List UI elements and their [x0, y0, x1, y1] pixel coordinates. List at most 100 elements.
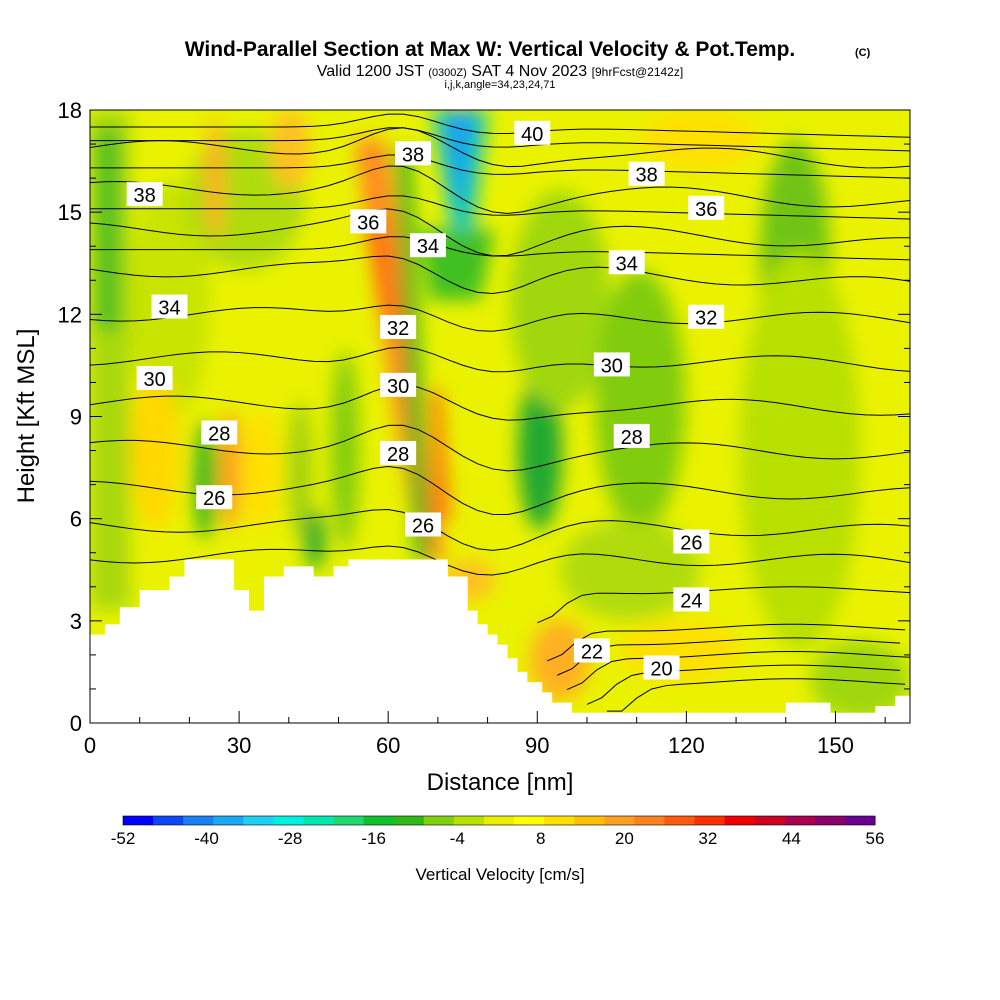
chart-title: Wind-Parallel Section at Max W: Vertical…	[185, 38, 796, 61]
contour-label-text: 24	[680, 590, 702, 612]
colorbar-swatch	[153, 816, 184, 825]
contour-label-text: 32	[695, 308, 717, 330]
contour-label: 38	[628, 161, 665, 187]
contour-label: 28	[201, 420, 238, 446]
theta-contour	[90, 195, 910, 220]
colorbar-tick-label: 44	[782, 829, 801, 848]
field-blob	[130, 370, 180, 530]
y-tick-label: 15	[58, 200, 82, 225]
contour-label: 30	[593, 352, 630, 377]
contour-label-box	[688, 195, 725, 220]
field-blob	[395, 150, 430, 560]
colorbar-swatch	[333, 816, 365, 825]
x-tick-label: 90	[525, 733, 549, 758]
contour-label-box	[673, 587, 710, 612]
colorbar-swatch	[754, 816, 786, 825]
title-mark: (C)	[855, 47, 871, 59]
contour-label-box	[380, 372, 417, 397]
x-tick-label: 150	[817, 733, 854, 758]
contour-label-box	[126, 182, 163, 207]
contour-label-text: 28	[208, 424, 230, 446]
contour-label-box	[196, 485, 233, 510]
theta-contour	[547, 623, 906, 662]
colorbar-tick-label: 8	[536, 829, 545, 848]
colorbar-swatch	[453, 816, 485, 825]
colorbar-tick-label: 20	[615, 829, 634, 848]
colorbar-swatch	[483, 816, 515, 825]
contour-label: 22	[573, 638, 610, 663]
colorbar-swatch	[634, 816, 665, 825]
field-blob	[331, 350, 359, 550]
contour-label-text: 20	[650, 659, 672, 681]
contour-label: 26	[196, 485, 233, 510]
contour-label-box	[136, 366, 173, 391]
contour-label-text: 40	[521, 124, 543, 146]
contour-label-text: 38	[134, 185, 156, 207]
velocity-field	[90, 110, 910, 723]
y-axis-label: Height [Kft MSL]	[13, 329, 40, 504]
contour-label-box	[514, 120, 551, 145]
contour-label: 28	[380, 440, 417, 466]
y-tick-label: 3	[70, 609, 82, 634]
indices-label: i,j,k,angle=34,23,24,71	[444, 79, 555, 91]
theta-contour	[90, 154, 910, 179]
colorbar-swatch	[423, 816, 455, 825]
subtitle: Valid 1200 JST (0300Z) SAT 4 Nov 2023 [9…	[317, 63, 683, 80]
contour-lines	[90, 113, 910, 712]
colorbar-swatch	[844, 816, 876, 825]
colorbar-swatch	[694, 816, 726, 825]
subtitle-utc: (0300Z)	[428, 67, 467, 79]
contour-label: 38	[126, 182, 163, 207]
updraft-core	[365, 220, 395, 320]
colorbar-swatch	[514, 816, 545, 825]
contour-label-box	[395, 141, 432, 166]
contour-label: 36	[350, 209, 387, 234]
contour-label-box	[201, 420, 238, 445]
contour-label: 30	[136, 366, 173, 391]
colorbar-swatch	[544, 816, 575, 825]
field-blob	[640, 110, 760, 170]
colorbar-tick-label: -28	[278, 829, 303, 848]
colorbar-swatch	[393, 816, 425, 825]
theta-contour	[90, 113, 910, 138]
subtitle-date: SAT 4 Nov 2023	[471, 63, 587, 80]
field-blob	[305, 510, 325, 570]
subtitle-fcst: [9hrFcst@2142z]	[592, 65, 684, 79]
colorbar-swatch	[724, 816, 756, 825]
colorbar-swatch	[664, 816, 696, 825]
theta-contour	[90, 424, 910, 472]
colorbar: -52 -40 -28 -16 -4 8 20 32 44 56	[111, 815, 885, 848]
colorbar-swatch	[183, 816, 214, 825]
contour-label: 32	[688, 304, 725, 330]
contour-label-text: 36	[357, 212, 379, 234]
updraft-core	[430, 390, 450, 520]
x-axis-label: Distance [nm]	[427, 769, 574, 796]
contour-label: 28	[613, 423, 650, 449]
field-blob	[205, 120, 225, 240]
contour-label-text: 32	[387, 318, 409, 340]
contour-label-box	[613, 423, 650, 448]
y-tick-label: 9	[70, 405, 82, 430]
theta-contour	[90, 545, 910, 576]
contour-label-box	[380, 440, 417, 465]
y-tick-label: 0	[70, 711, 82, 736]
colorbar-tick-label: 56	[866, 829, 885, 848]
contour-label-text: 38	[402, 144, 424, 166]
colorbar-swatch	[604, 816, 635, 825]
contour-label: 34	[608, 250, 645, 275]
colorbar-frame	[122, 815, 876, 826]
contour-label-text: 30	[143, 369, 165, 391]
theta-contour	[556, 637, 901, 676]
contour-label-box	[673, 529, 710, 554]
contour-label-box	[404, 512, 441, 537]
colorbar-label: Vertical Velocity [cm/s]	[415, 865, 584, 884]
colorbar-swatch	[363, 816, 395, 825]
theta-contour	[90, 509, 910, 551]
colorbar-tick-label: 32	[698, 829, 717, 848]
theta-contour	[90, 255, 910, 295]
downdraft-core	[445, 110, 475, 200]
contour-label: 36	[688, 195, 725, 221]
colorbar-tick-label: -16	[361, 829, 386, 848]
terrain-mask	[90, 559, 910, 723]
